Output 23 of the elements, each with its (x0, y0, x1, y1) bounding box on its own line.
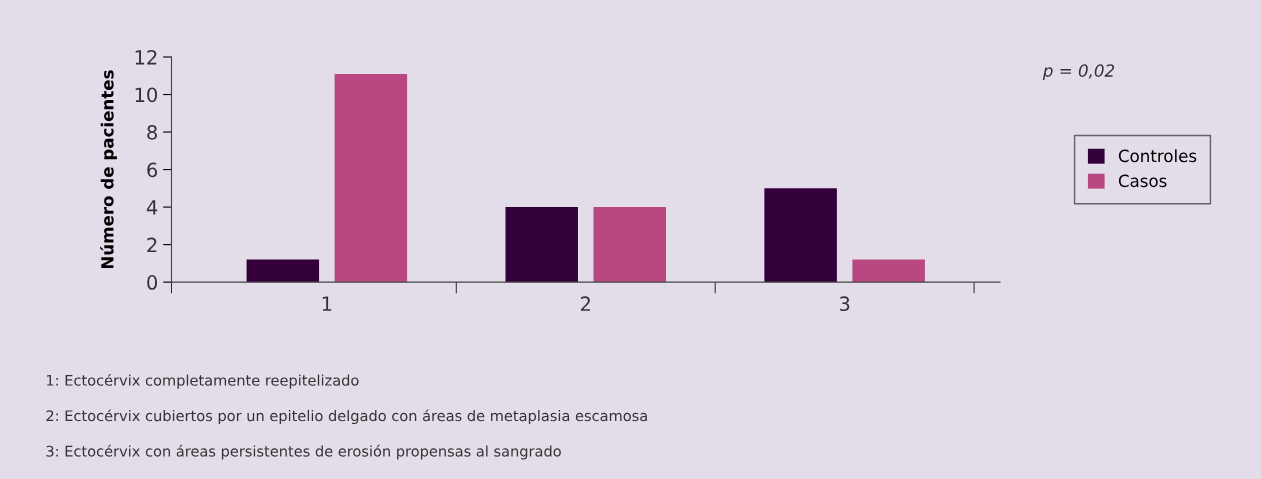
x-tick-label: 2 (580, 296, 590, 311)
text: 1: Ectocérvix completamente reepitelizado (47, 373, 359, 389)
bar (852, 259, 925, 283)
y-tick-label: 2 (147, 237, 157, 252)
x-tick-label: 3 (839, 296, 850, 312)
y-tick-label: 10 (135, 87, 158, 103)
legend-label: Controles (1118, 149, 1197, 163)
y-tick-label: 0 (147, 275, 158, 290)
bar (334, 73, 408, 283)
text: 3: Ectocérvix con áreas persistentes de erosión propensas al sangrado (46, 444, 561, 460)
bar (246, 259, 320, 283)
y-tick-label: 12 (135, 49, 157, 65)
bar (593, 207, 666, 283)
x-tick-label: 1 (322, 296, 332, 311)
legend-label: Casos (1118, 174, 1167, 188)
y-tick-label: 6 (147, 162, 158, 178)
text: 2: Ectocérvix cubiertos por un epitelio delgado con áreas de metaplasia escamosa (46, 409, 647, 425)
y-tick-label: 8 (147, 125, 157, 140)
bar (764, 188, 837, 283)
y-axis-title: Número de pacientes (100, 70, 117, 269)
y-tick-label: 4 (146, 200, 158, 215)
bar (505, 207, 578, 283)
text: p = 0,02 (1042, 64, 1115, 81)
